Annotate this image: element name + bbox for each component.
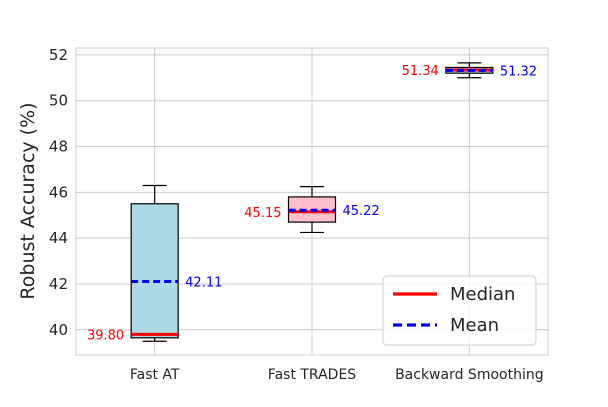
boxes: [130, 62, 494, 342]
box-body: [130, 203, 179, 339]
y-tick-label: 42: [49, 275, 68, 293]
legend-entries: Median Mean: [393, 284, 515, 336]
y-tick-label: 46: [49, 183, 68, 201]
box-group: [130, 184, 179, 342]
x-tick-label: Backward Smoothing: [395, 367, 544, 383]
legend: Median Mean: [382, 275, 537, 346]
y-tick-label: 52: [49, 46, 68, 64]
legend-label: Mean: [450, 315, 499, 336]
x-tick-labels: Fast AT Fast TRADES Backward Smoothing: [130, 367, 544, 383]
y-tick-label: 48: [49, 138, 68, 156]
y-tick-labels: 40 42 44 46 48 50 52: [49, 46, 68, 339]
mean-value-label: 45.22: [343, 204, 380, 219]
median-value-label: 51.34: [402, 64, 439, 79]
y-tick-label: 50: [49, 92, 68, 110]
box-group: [287, 186, 337, 234]
mean-value-label: 42.11: [185, 275, 222, 290]
x-tick-label: Fast TRADES: [268, 367, 356, 383]
box-annotations: 39.80 42.11 45.15 45.22 51.34 51.32: [87, 64, 537, 343]
mean-value-label: 51.32: [500, 64, 537, 79]
legend-label: Median: [450, 284, 515, 305]
box-group: [445, 62, 494, 79]
x-tick-label: Fast AT: [130, 367, 180, 383]
y-axis-label: Robust Accuracy (%): [17, 102, 39, 299]
y-tick-label: 44: [49, 229, 68, 247]
median-value-label: 39.80: [87, 328, 124, 343]
plot-area-frame: [75, 47, 549, 356]
median-value-label: 45.15: [244, 206, 281, 221]
y-tick-label: 40: [49, 321, 68, 339]
